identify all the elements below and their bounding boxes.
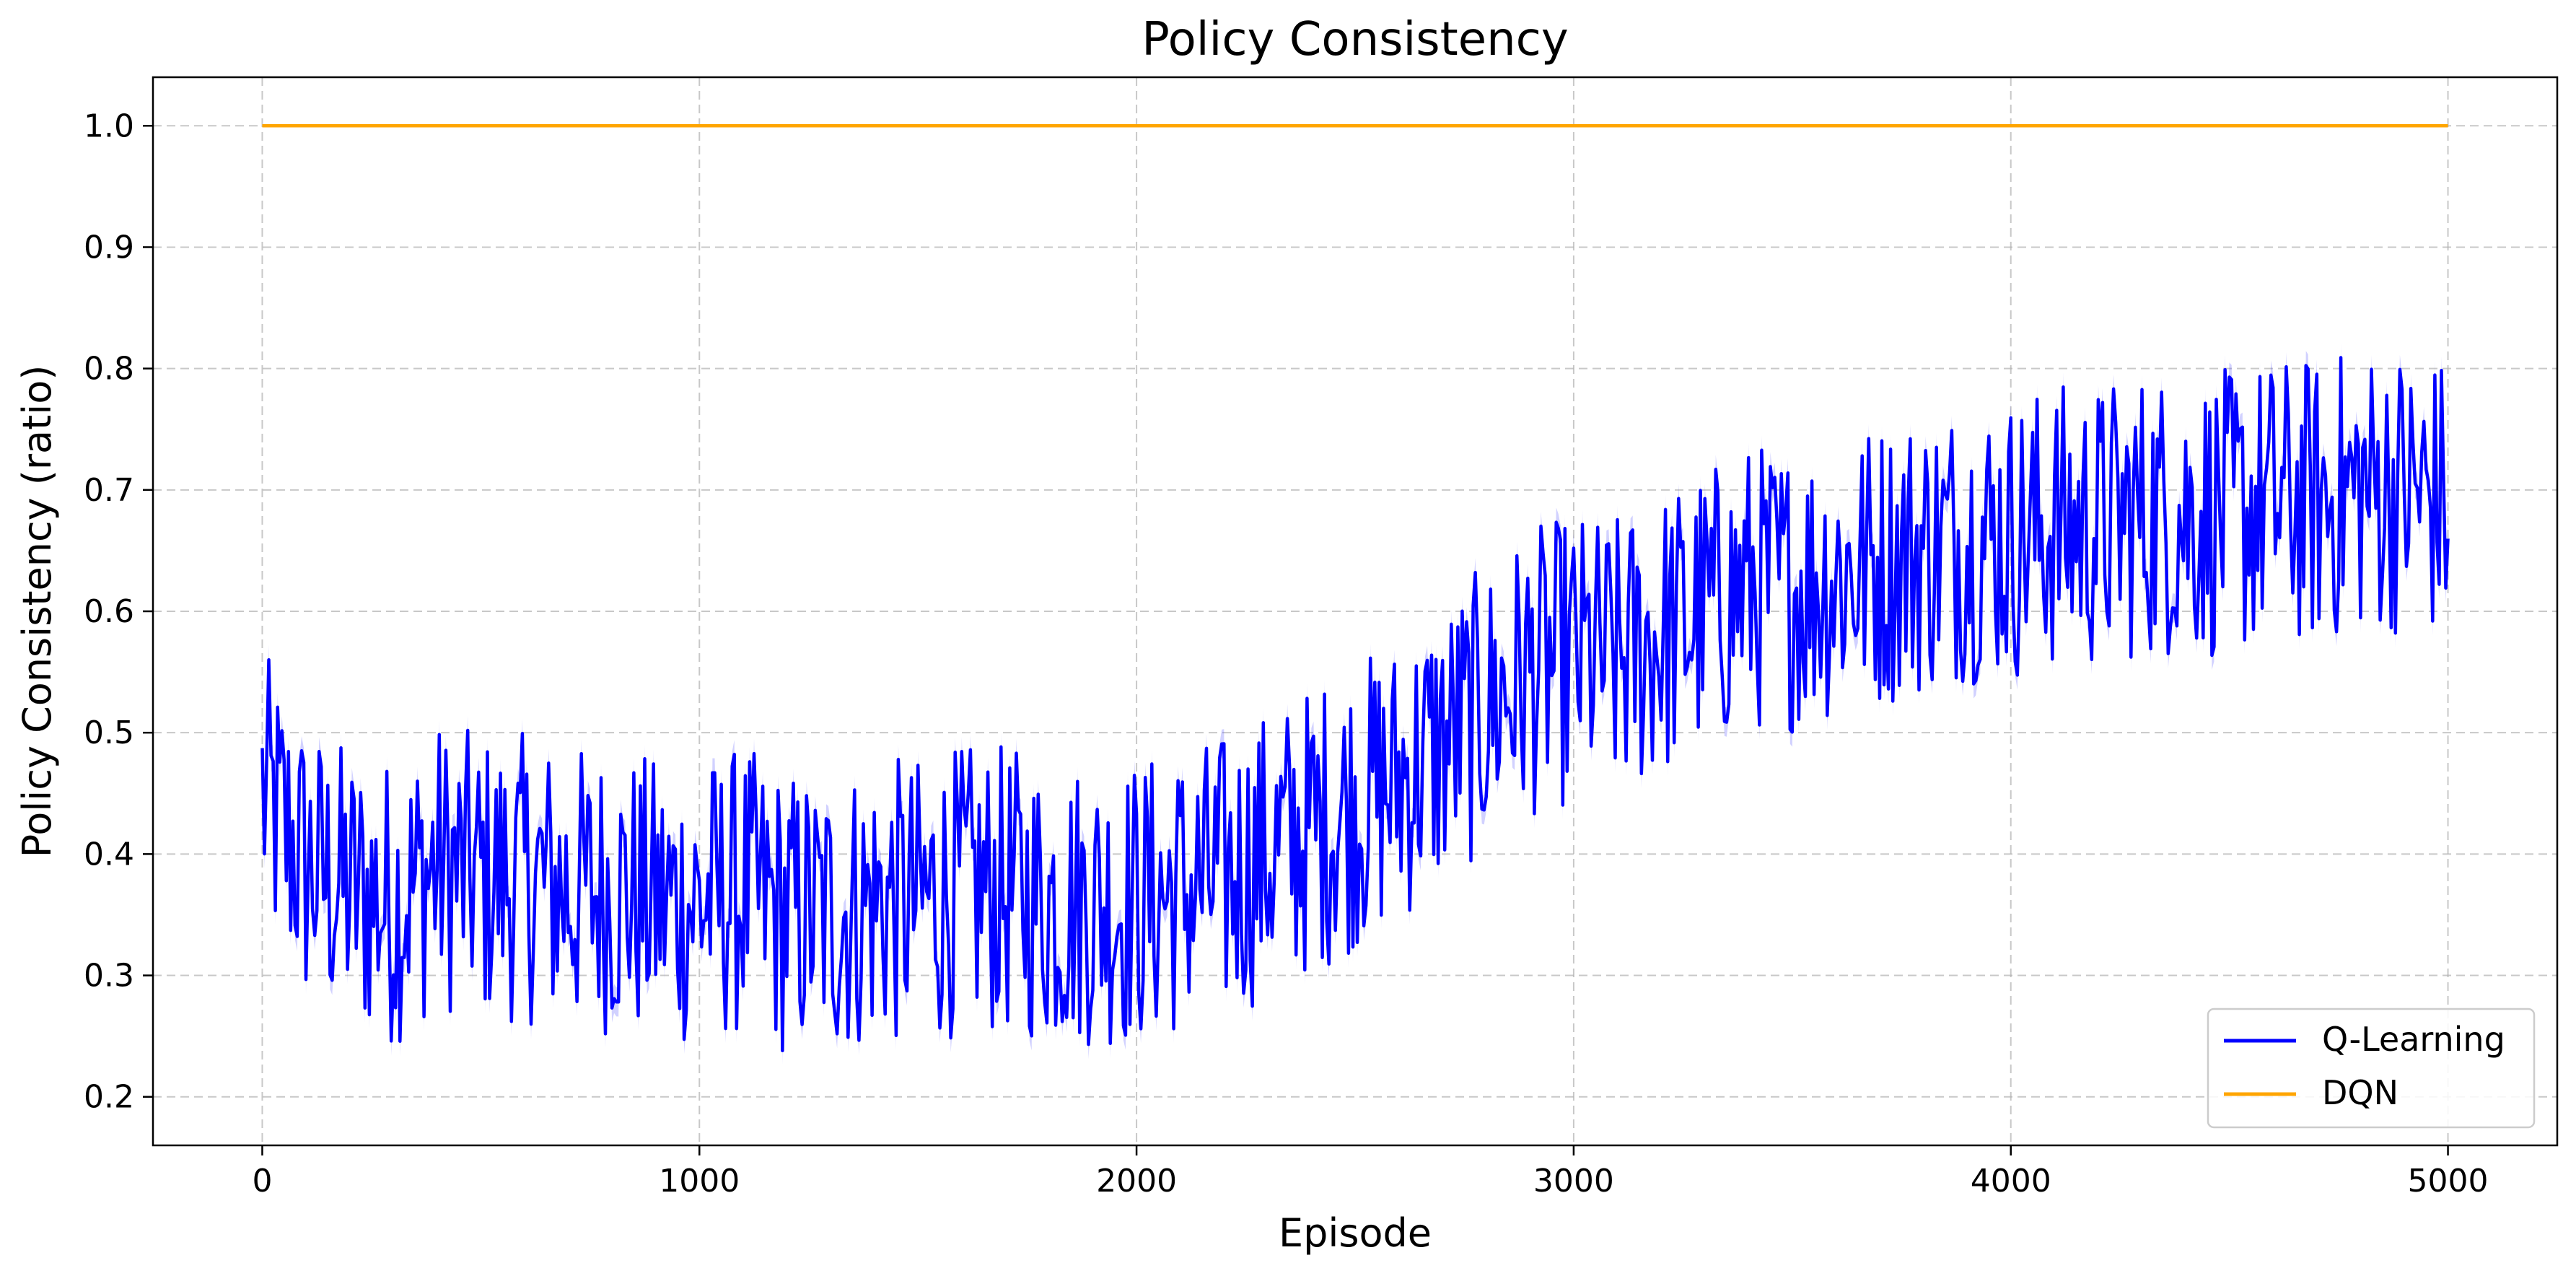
y-tick-label: 0.8	[84, 351, 134, 388]
legend-label-dqn: DQN	[2322, 1073, 2398, 1112]
y-tick-label: 0.7	[84, 472, 134, 509]
chart-title: Policy Consistency	[1142, 13, 1568, 66]
series-line-q-learning	[260, 356, 2450, 1053]
x-tick-label: 3000	[1533, 1163, 1614, 1199]
x-axis-ticks: 0 1000 2000 3000 4000 5000	[252, 1145, 2489, 1199]
x-tick-label: 0	[252, 1163, 272, 1199]
y-tick-label: 0.6	[84, 593, 134, 630]
y-axis-label: Policy Consistency (ratio)	[14, 365, 60, 858]
x-tick-label: 2000	[1096, 1163, 1177, 1199]
legend: Q-Learning DQN	[2207, 1008, 2536, 1129]
y-tick-label: 0.9	[84, 229, 134, 266]
y-tick-label: 1.0	[84, 108, 134, 144]
x-axis-label: Episode	[1279, 1210, 1432, 1256]
y-tick-label: 0.3	[84, 958, 134, 995]
x-tick-label: 4000	[1971, 1163, 2051, 1199]
y-tick-label: 0.5	[84, 715, 134, 751]
y-tick-label: 0.4	[84, 836, 134, 873]
x-tick-label: 5000	[2408, 1163, 2489, 1199]
y-axis-ticks: 0.2 0.3 0.4 0.5 0.6 0.7 0.8 0.9 1.0	[84, 108, 153, 1116]
y-tick-label: 0.2	[84, 1079, 134, 1116]
legend-box	[2207, 1008, 2536, 1129]
x-tick-label: 1000	[659, 1163, 740, 1199]
legend-label-q-learning: Q-Learning	[2322, 1020, 2505, 1059]
series-lines	[260, 124, 2450, 1053]
